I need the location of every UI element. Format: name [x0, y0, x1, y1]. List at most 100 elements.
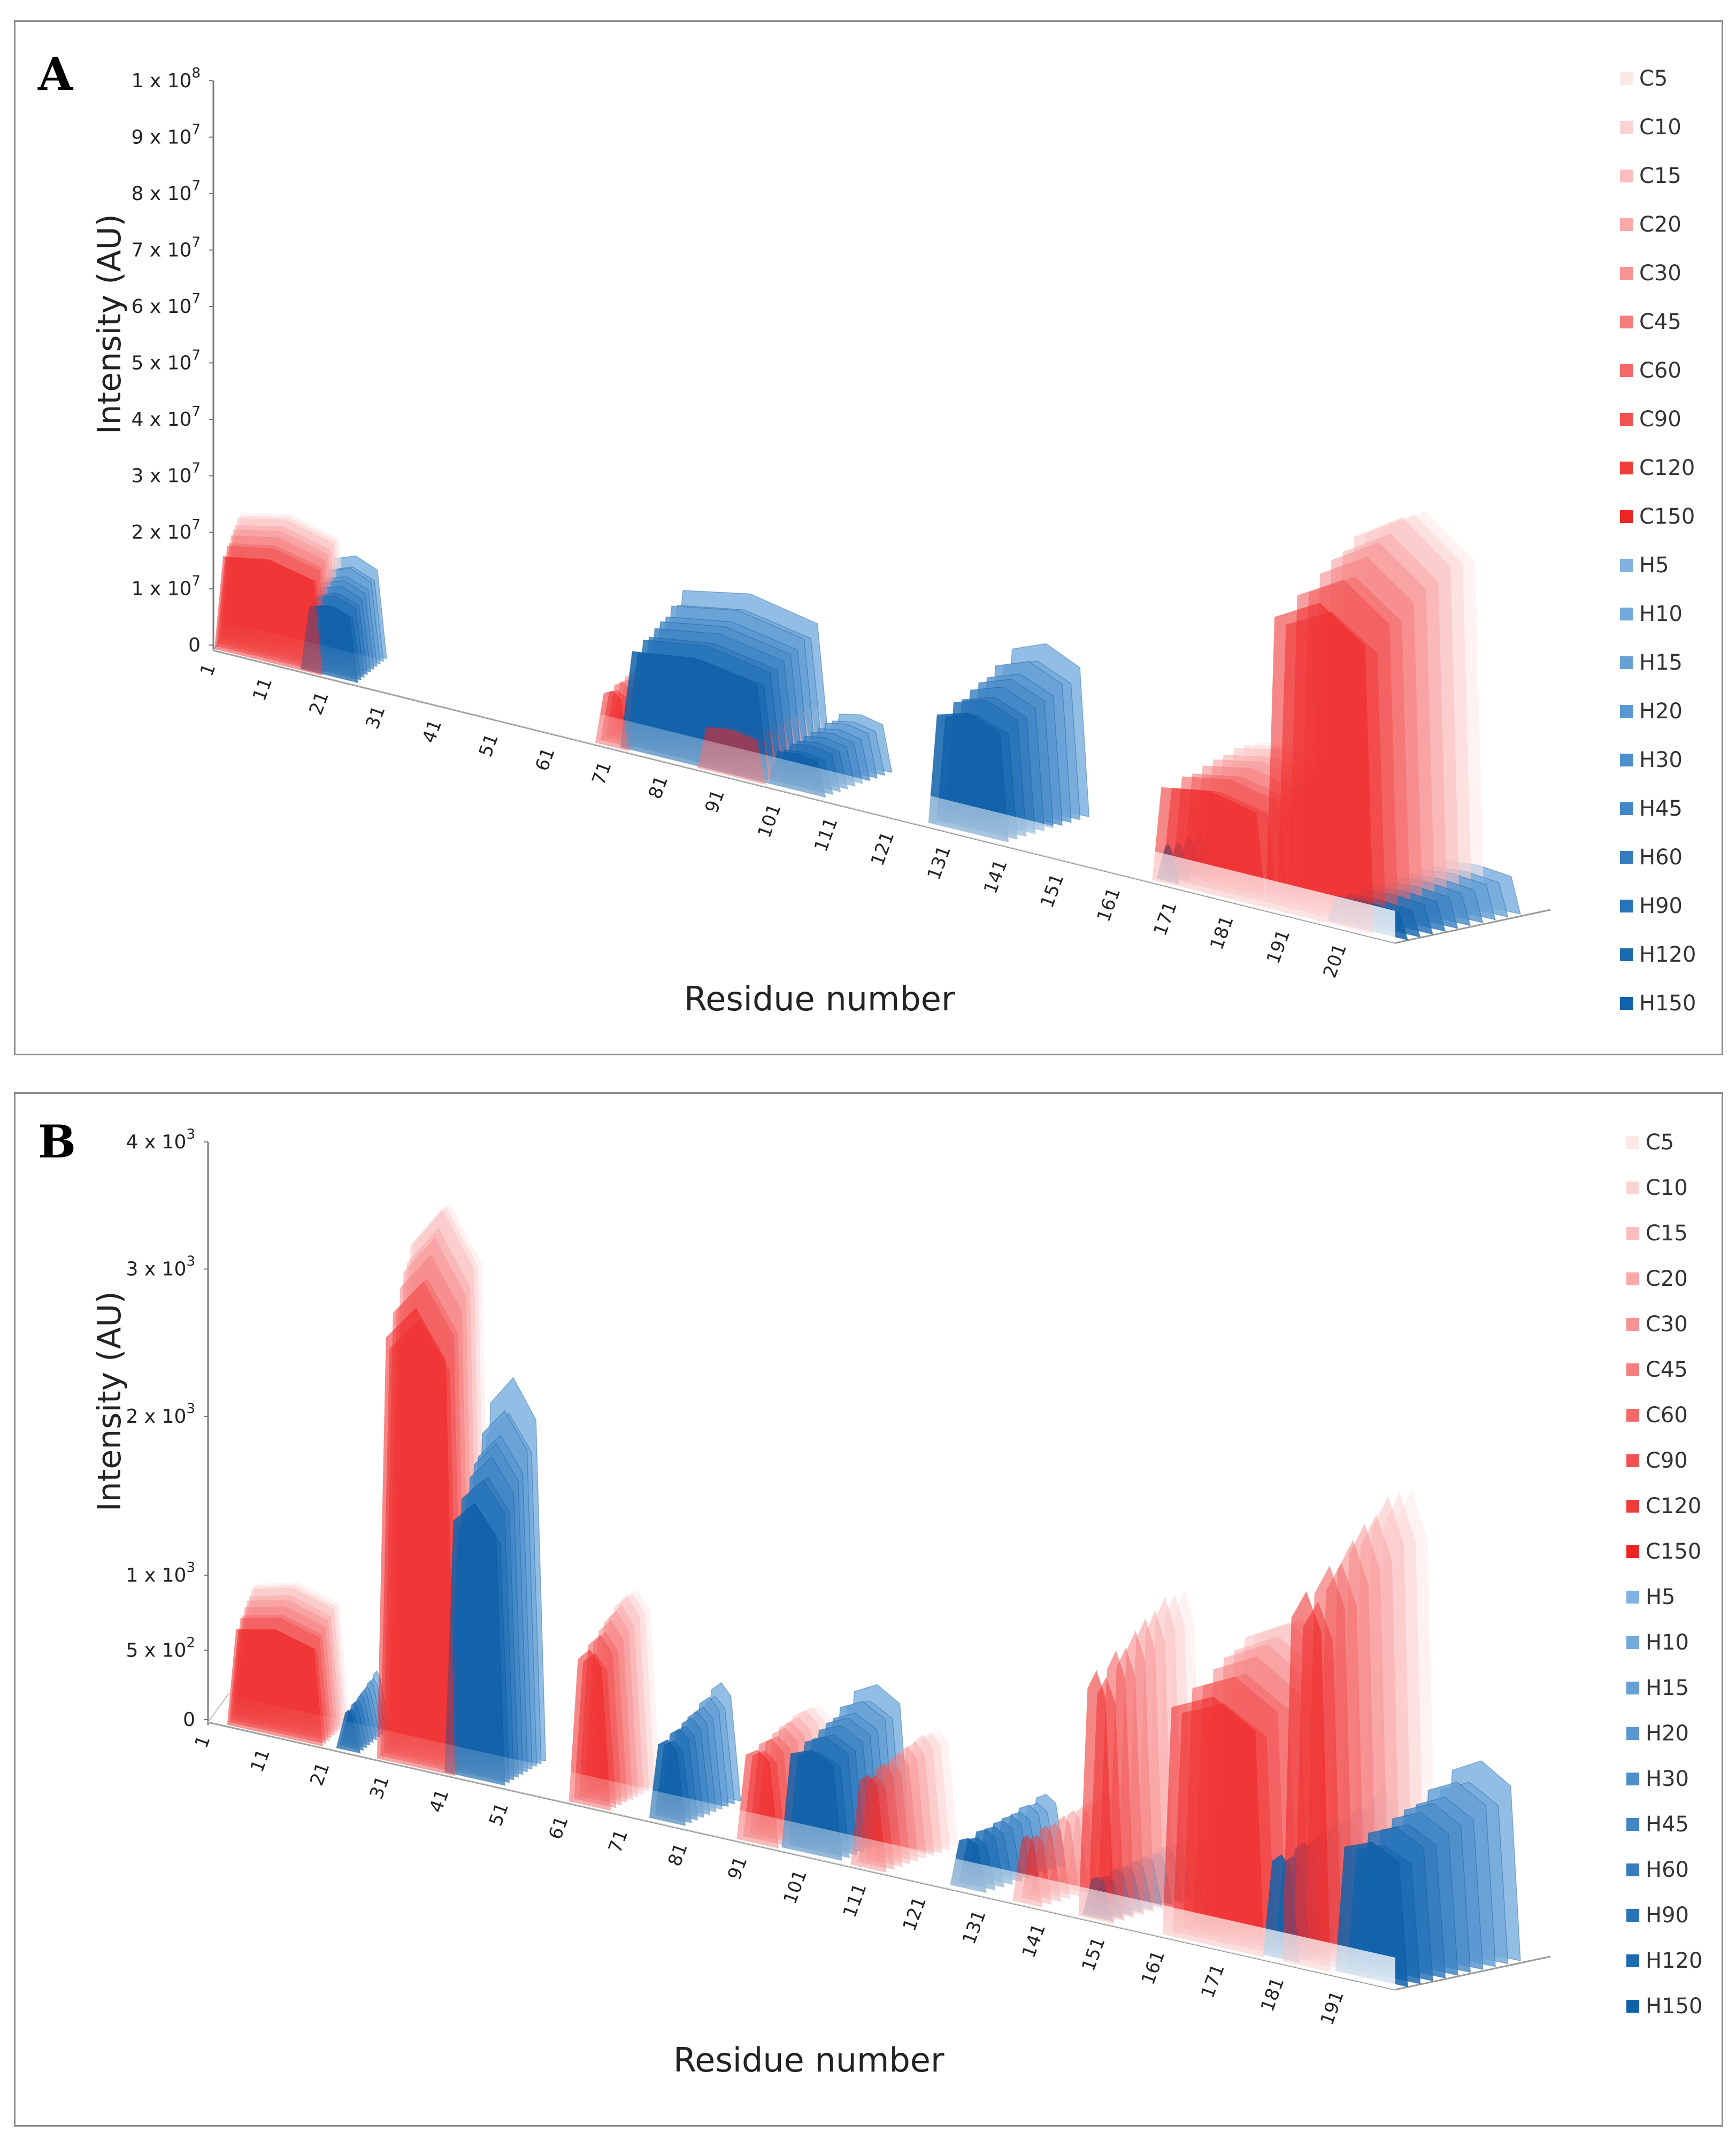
legend-swatch — [1620, 802, 1633, 815]
y-tick-label: 5 x 102 — [126, 1635, 195, 1661]
legend-label: H10 — [1646, 1630, 1689, 1655]
legend-swatch — [1620, 948, 1633, 961]
legend-item-h20: H20 — [1620, 687, 1696, 735]
legend-item-h30: H30 — [1620, 735, 1696, 784]
y-tick-label: 5 x 107 — [132, 348, 201, 374]
legend-swatch — [1626, 1999, 1639, 2013]
legend-label: C45 — [1646, 1357, 1688, 1382]
legend-label: C30 — [1646, 1311, 1688, 1337]
y-tick-label: 4 x 107 — [132, 404, 201, 431]
legend-item-c15: C15 — [1620, 151, 1696, 200]
x-tick-label: 21 — [305, 689, 333, 718]
legend-label: H30 — [1639, 747, 1683, 772]
legend-swatch — [1626, 1636, 1639, 1649]
legend-item-h15: H15 — [1626, 1665, 1702, 1711]
legend-item-h10: H10 — [1626, 1620, 1702, 1665]
legend-label: C90 — [1646, 1448, 1688, 1473]
y-tick-label: 3 x 107 — [132, 461, 201, 487]
legend-label: C150 — [1646, 1539, 1702, 1564]
legend-label: C20 — [1646, 1266, 1688, 1291]
panel-a: A 0 1 x 107 2 x 107 3 x 107 4 x 107 5 x 107 6 … — [14, 20, 1723, 1055]
legend-item-c45: C45 — [1620, 297, 1696, 346]
x-tick-label: 51 — [475, 731, 503, 760]
legend-swatch — [1626, 1590, 1639, 1604]
legend-item-h5: H5 — [1626, 1574, 1702, 1620]
chart-b-ylabel: Intensity (AU) — [91, 1291, 129, 1512]
y-tick-label: 9 x 107 — [132, 122, 201, 149]
legend-swatch — [1620, 120, 1633, 134]
legend-swatch — [1620, 558, 1633, 572]
x-tick-label: 191 — [1263, 927, 1295, 967]
chart-a-xlabel: Residue number — [684, 979, 955, 1018]
legend-label: C60 — [1646, 1402, 1688, 1428]
legend-label: C15 — [1639, 163, 1681, 188]
panel-a-letter: A — [38, 48, 73, 101]
legend-item-h45: H45 — [1620, 784, 1696, 833]
legend-label: H5 — [1646, 1584, 1676, 1609]
legend-swatch — [1620, 850, 1633, 864]
legend-label: H60 — [1646, 1857, 1689, 1882]
legend-swatch — [1626, 1954, 1639, 1967]
x-tick-label: 11 — [249, 675, 276, 704]
series-c150-area — [569, 1649, 611, 1811]
legend-label: H15 — [1639, 650, 1683, 675]
legend-swatch — [1620, 315, 1633, 328]
legend-item-h150: H150 — [1626, 1983, 1702, 2029]
x-tick-label: 41 — [425, 1786, 453, 1815]
y-tick-label: 1 x 108 — [132, 65, 201, 92]
legend-swatch — [1620, 656, 1633, 669]
legend-swatch — [1626, 1772, 1639, 1785]
legend-swatch — [1620, 364, 1633, 377]
x-tick-label: 181 — [1257, 1975, 1289, 2015]
legend-item-h10: H10 — [1620, 589, 1696, 638]
legend-swatch — [1620, 218, 1633, 231]
legend-item-c10: C10 — [1626, 1165, 1702, 1210]
legend-item-h90: H90 — [1626, 1892, 1702, 1938]
x-tick-label: 11 — [247, 1746, 274, 1775]
x-tick-label: 91 — [701, 787, 729, 816]
legend-swatch — [1626, 1908, 1639, 1922]
legend-swatch — [1626, 1317, 1639, 1331]
legend-swatch — [1626, 1136, 1639, 1149]
legend-label: C10 — [1639, 114, 1681, 140]
legend-item-c15: C15 — [1626, 1210, 1702, 1256]
x-tick-label: 31 — [362, 703, 389, 732]
chart-a-legend: C5 C10 C15 C20 C30 C45 C60 C90 C120 C150 H5 H10 H15 H… — [1620, 54, 1696, 1027]
x-tick-label: 21 — [306, 1760, 334, 1789]
legend-item-c90: C90 — [1620, 395, 1696, 443]
legend-item-h20: H20 — [1626, 1711, 1702, 1756]
legend-swatch — [1626, 1727, 1639, 1740]
y-tick-label: 4 x 103 — [126, 1126, 195, 1153]
legend-label: H45 — [1639, 796, 1683, 821]
x-tick-label: 201 — [1319, 941, 1351, 981]
legend-swatch — [1620, 996, 1633, 1010]
legend-swatch — [1620, 461, 1633, 474]
legend-item-c10: C10 — [1620, 103, 1696, 151]
legend-label: C120 — [1639, 455, 1695, 480]
legend-label: H120 — [1639, 942, 1696, 967]
y-tick-label: 0 — [188, 634, 201, 656]
legend-swatch — [1626, 1545, 1639, 1558]
x-tick-label: 171 — [1197, 1961, 1229, 2001]
chart-b-legend: C5 C10 C15 C20 C30 C45 C60 C90 C120 C150 H5 H10 H15 H… — [1626, 1119, 1702, 2029]
legend-label: C5 — [1639, 66, 1668, 91]
x-tick-label: 131 — [923, 843, 955, 883]
y-tick-label: 2 x 103 — [126, 1401, 195, 1428]
legend-label: C20 — [1639, 212, 1681, 237]
x-tick-label: 61 — [544, 1813, 572, 1842]
legend-item-h150: H150 — [1620, 979, 1696, 1027]
x-tick-label: 91 — [724, 1854, 751, 1883]
panel-b-letter: B — [38, 1115, 76, 1168]
legend-swatch — [1626, 1363, 1639, 1376]
chart-a-ylabel: Intensity (AU) — [91, 213, 129, 435]
legend-label: H150 — [1646, 1993, 1703, 2019]
y-tick-label: 7 x 107 — [132, 235, 201, 262]
legend-item-c5: C5 — [1620, 54, 1696, 103]
legend-swatch — [1626, 1454, 1639, 1467]
legend-swatch — [1620, 607, 1633, 620]
legend-swatch — [1620, 753, 1633, 766]
legend-item-c90: C90 — [1626, 1438, 1702, 1483]
legend-swatch — [1626, 1817, 1639, 1831]
chart-b-xlabel: Residue number — [673, 2041, 944, 2080]
legend-item-c60: C60 — [1620, 346, 1696, 395]
